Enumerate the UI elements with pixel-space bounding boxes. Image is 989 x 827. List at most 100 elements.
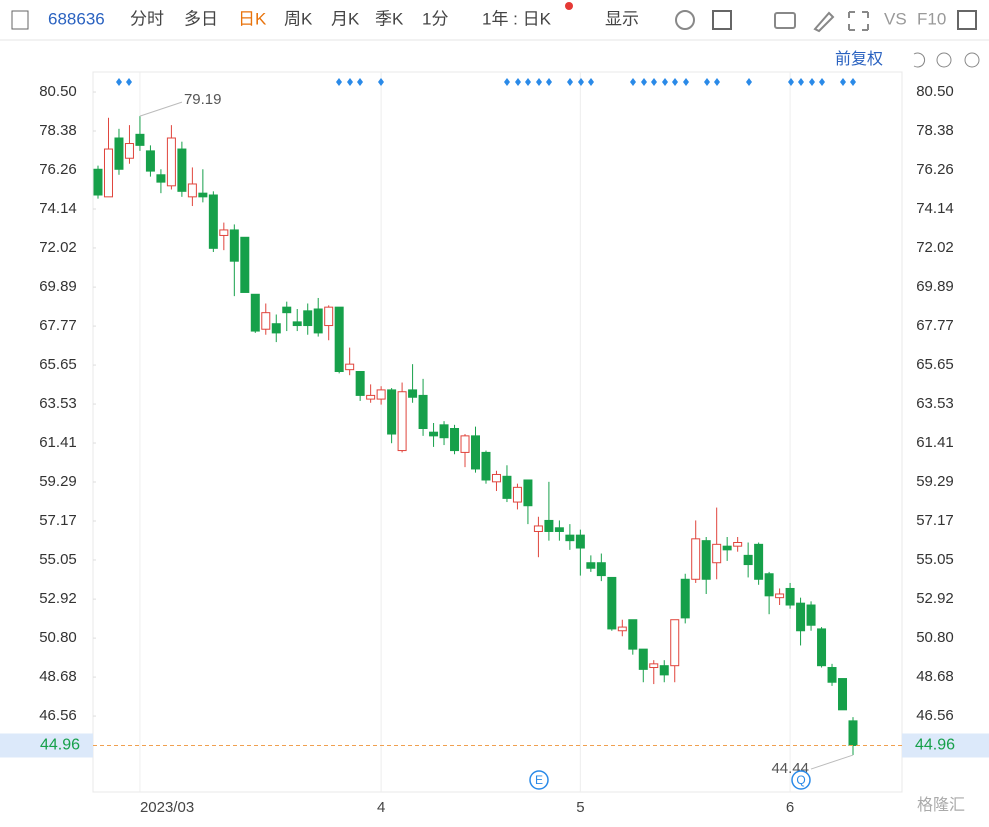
y-tick-label: 63.53	[39, 395, 77, 412]
y-tick-label: 78.38	[39, 122, 77, 139]
zoom-out[interactable]	[936, 52, 952, 68]
candle-body	[586, 562, 596, 569]
event-badge	[529, 770, 549, 790]
event-marker	[336, 78, 342, 86]
candle-body	[523, 479, 533, 507]
f10-button[interactable]: F10	[917, 9, 946, 28]
candle-body	[471, 435, 480, 470]
camera-icon[interactable]	[774, 12, 796, 29]
candle-body	[596, 562, 606, 577]
candle-body	[733, 542, 743, 547]
adjust-mode[interactable]: 前复权	[835, 50, 883, 68]
event-marker	[798, 78, 804, 86]
candle-body	[219, 229, 229, 236]
pen-icon[interactable]	[813, 11, 835, 33]
y-tick-label: 80.50	[39, 83, 77, 100]
event-badge-label: Q	[796, 773, 805, 787]
vs-button[interactable]: VS	[884, 9, 907, 28]
tab-active[interactable]: 日K	[238, 9, 267, 28]
event-marker	[651, 78, 657, 86]
min-leader	[810, 754, 854, 770]
candle-body	[187, 183, 197, 198]
price-band	[902, 733, 989, 758]
candle-body	[554, 527, 564, 532]
y-tick-label: 76.26	[39, 161, 77, 178]
candle-body	[429, 431, 439, 437]
y-tick-label-right: 57.17	[916, 512, 954, 529]
price-band	[0, 733, 93, 758]
event-marker	[746, 78, 752, 86]
candle-body	[460, 435, 470, 453]
candle-body	[712, 543, 722, 564]
tab[interactable]: 多日	[184, 9, 218, 28]
candle-body	[93, 168, 103, 196]
candle-body	[313, 308, 323, 334]
candle-body	[638, 648, 648, 670]
event-marker	[525, 78, 531, 86]
checkbox-icon[interactable]	[712, 10, 732, 30]
candle-body	[156, 174, 166, 183]
y-tick-label-right: 78.38	[916, 122, 954, 139]
candle-body	[208, 194, 218, 249]
y-tick-label: 65.65	[39, 356, 77, 373]
candle-body	[355, 371, 365, 396]
y-tick-label-right: 76.26	[916, 161, 954, 178]
display-menu[interactable]: 显示	[605, 9, 639, 28]
period-select[interactable]: 1年 : 日K	[482, 9, 552, 28]
event-marker	[126, 78, 132, 86]
candle-body	[408, 389, 418, 398]
y-tick-label-right: 59.29	[916, 473, 954, 490]
max-label: 79.19	[184, 91, 222, 108]
candle-body	[261, 312, 271, 330]
settings-icon[interactable]	[675, 10, 695, 30]
candle-body	[512, 486, 522, 503]
y-tick-label-right: 50.80	[916, 629, 954, 646]
reset-icon[interactable]	[913, 52, 926, 68]
candle-body	[701, 540, 711, 580]
event-marker	[641, 78, 647, 86]
y-tick-label-right: 69.89	[916, 278, 954, 295]
tab[interactable]: 分时	[130, 9, 164, 28]
tab[interactable]: 周K	[284, 9, 313, 28]
y-tick-label-right: 52.92	[916, 590, 954, 607]
candle-body	[806, 604, 816, 626]
event-marker	[504, 78, 510, 86]
candle-body	[282, 306, 292, 314]
candle-body	[145, 150, 155, 172]
candle-body	[680, 578, 690, 619]
panel-icon[interactable]	[957, 10, 977, 30]
candle-body	[345, 363, 355, 371]
sidebar-toggle[interactable]	[11, 10, 29, 30]
y-tick-label: 52.92	[39, 590, 77, 607]
event-marker	[578, 78, 584, 86]
event-marker	[347, 78, 353, 86]
candle-body	[124, 143, 134, 159]
tab[interactable]: 月K	[331, 9, 360, 28]
y-tick-label-right: 55.05	[916, 551, 954, 568]
tab[interactable]: 1分	[422, 9, 448, 28]
candle-body	[617, 626, 627, 632]
event-marker	[714, 78, 720, 86]
event-marker	[515, 78, 521, 86]
candle-body	[743, 554, 753, 566]
event-marker	[378, 78, 384, 86]
candle-body	[481, 451, 491, 481]
event-badge-label: E	[535, 773, 543, 787]
candle-body	[722, 545, 732, 551]
event-marker	[788, 78, 794, 86]
event-marker	[819, 78, 825, 86]
y-tick-label-right: 46.56	[916, 707, 954, 724]
candle-body	[607, 576, 617, 630]
y-tick-label: 55.05	[39, 551, 77, 568]
y-tick-label-right: 67.77	[916, 317, 954, 334]
stock-code[interactable]: 688636	[48, 9, 105, 28]
event-marker	[567, 78, 573, 86]
fullscreen-icon[interactable]	[848, 11, 869, 31]
candle-body	[848, 720, 858, 746]
zoom-in[interactable]	[964, 52, 980, 68]
tab[interactable]: 季K	[375, 9, 404, 28]
event-marker	[630, 78, 636, 86]
candle-body	[450, 428, 460, 452]
watermark: 格隆汇	[917, 796, 965, 814]
